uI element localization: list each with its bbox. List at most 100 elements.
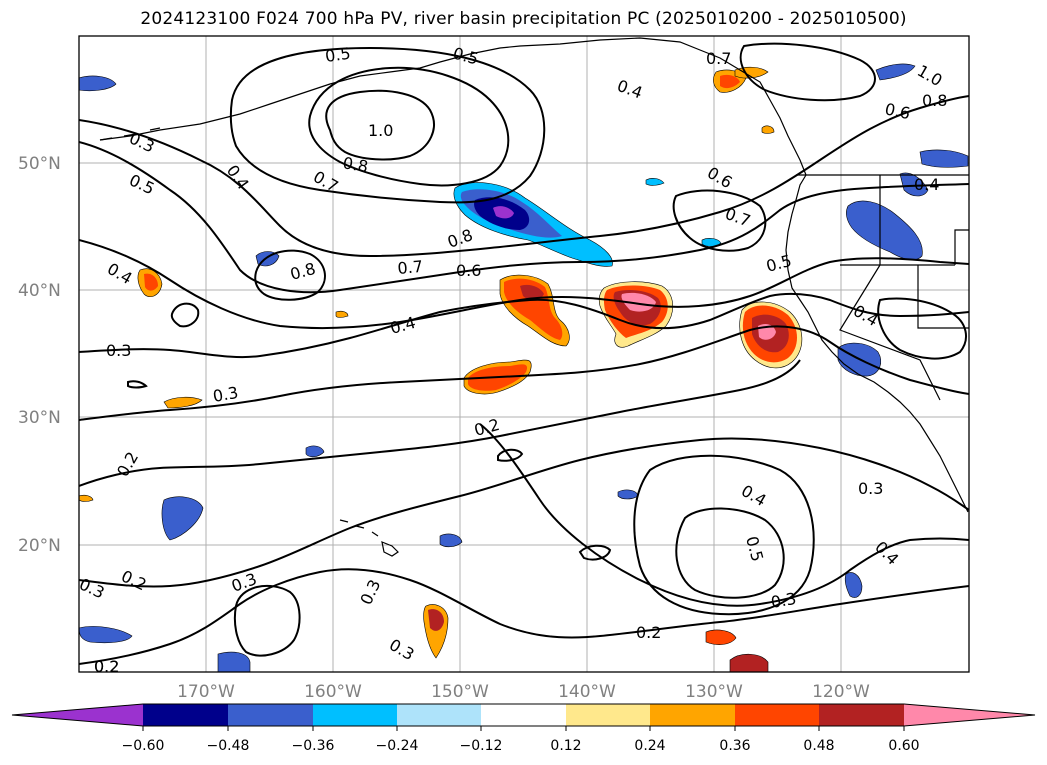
coastline-north-america <box>785 213 969 513</box>
colorbar-cell <box>566 704 650 726</box>
colorbar-tick-label: 0.48 <box>803 738 834 754</box>
precip-positive-area <box>729 653 769 672</box>
precip-positive-area <box>79 494 94 502</box>
precip-negative-area <box>899 172 929 197</box>
precip-negative-area <box>305 445 325 458</box>
lon-label: 120°W <box>812 682 870 702</box>
contour-label: 0.6 <box>883 99 912 123</box>
colorbar-tick-label: −0.48 <box>207 738 250 754</box>
contour-label: 0.5 <box>324 44 352 66</box>
map-frame <box>78 35 970 673</box>
pv-contour <box>79 141 969 294</box>
colorbar-cell <box>735 704 819 726</box>
contour-label: 0.7 <box>706 49 731 68</box>
precip-negative-area <box>701 238 722 247</box>
lat-label: 50°N <box>18 154 61 174</box>
pv-contour <box>79 437 969 588</box>
precip-negative-area <box>919 149 969 168</box>
pv-contour <box>79 359 801 487</box>
precip-negative-area <box>875 63 916 81</box>
precip-negative-area <box>439 533 463 548</box>
contour-label: 0.6 <box>456 261 481 280</box>
pv-contour <box>633 454 815 616</box>
precip-positive-area <box>144 273 158 291</box>
colorbar-cell <box>904 704 1035 726</box>
lon-label: 170°W <box>177 682 235 702</box>
precip-positive-area <box>720 74 740 89</box>
pv-contour <box>233 584 301 657</box>
precip-negative-area <box>493 206 514 219</box>
contour-label: 0.7 <box>397 257 424 278</box>
precip-positive-area <box>504 278 563 340</box>
contour-label: 0.3 <box>211 383 239 406</box>
precip-negative-area <box>645 178 665 186</box>
pv-contour <box>79 325 969 421</box>
contour-label: 0.3 <box>769 589 797 612</box>
lon-label: 150°W <box>431 682 489 702</box>
coastline-alaska <box>99 37 807 215</box>
map-panel <box>79 36 969 672</box>
pv-contour <box>877 297 967 360</box>
pv-contour <box>308 66 510 187</box>
pv-contour <box>254 249 326 301</box>
chart-title: 2024123100 F024 700 hPa PV, river basin … <box>140 9 907 29</box>
colorbar-cell <box>12 704 143 726</box>
colorbar-tick-label: −0.36 <box>292 738 335 754</box>
pv-contour <box>578 544 612 561</box>
contour-label: 0.2 <box>94 657 119 676</box>
colorbar-cell <box>228 704 313 726</box>
lat-label: 30°N <box>18 408 61 428</box>
colorbar-tick-label: 0.60 <box>888 738 919 754</box>
contour-label: 0.8 <box>922 91 947 110</box>
precip-positive-area <box>163 396 203 409</box>
precip-positive-area <box>335 310 349 318</box>
lon-label: 140°W <box>558 682 616 702</box>
colorbar-tick-label: 0.24 <box>634 738 665 754</box>
colorbar-cell <box>397 704 481 726</box>
pv-contour <box>675 507 785 599</box>
pv-contour <box>479 423 969 607</box>
contour-label: 0.2 <box>94 657 119 676</box>
contour-label: 0.3 <box>858 479 883 498</box>
colorbar-cell <box>143 704 228 726</box>
lat-label: 40°N <box>18 281 61 301</box>
colorbar-cell <box>650 704 735 726</box>
precip-negative-area <box>217 651 251 672</box>
colorbar-cell <box>313 704 397 726</box>
contour-label: 0.3 <box>106 341 131 360</box>
contour-label: 1.0 <box>368 121 393 140</box>
colorbar-tick-label: −0.60 <box>122 738 165 754</box>
pv-contour <box>229 46 546 204</box>
precip-positive-area <box>705 629 737 645</box>
pv-contour <box>170 302 200 328</box>
pv-contours <box>79 42 969 665</box>
precip-negative-area <box>79 626 133 644</box>
gridlines <box>79 36 969 672</box>
lat-labels: 50°N 40°N 30°N 20°N <box>18 154 61 556</box>
colorbar-tick-label: 0.36 <box>719 738 750 754</box>
pv-contour <box>325 89 435 161</box>
coastline-aleutians <box>99 127 161 141</box>
pv-contour <box>127 380 148 389</box>
precip-negative-area <box>161 496 204 541</box>
pv-contour <box>79 95 969 258</box>
precip-positive-area <box>621 292 656 312</box>
colorbar-tick-label: −0.12 <box>460 738 503 754</box>
lon-labels: 170°W 160°W 150°W 140°W 130°W 120°W <box>177 682 870 702</box>
pv-contour <box>497 448 524 462</box>
pv-contour <box>739 42 876 102</box>
contour-label: 0.8 <box>341 153 369 176</box>
pv-contour <box>672 189 767 252</box>
contour-label: 0.4 <box>914 175 939 194</box>
pv-contour <box>79 292 969 359</box>
precip-negative-area <box>844 572 863 598</box>
border-states <box>839 175 969 401</box>
lat-label: 20°N <box>18 536 61 556</box>
colorbar-cell <box>819 704 904 726</box>
precip-positive-area <box>428 609 444 631</box>
colorbar-tick-label: −0.24 <box>376 738 419 754</box>
coastline-hawaii <box>339 519 399 557</box>
precip-positive-area <box>520 284 544 301</box>
contour-label: 0.2 <box>636 623 661 642</box>
